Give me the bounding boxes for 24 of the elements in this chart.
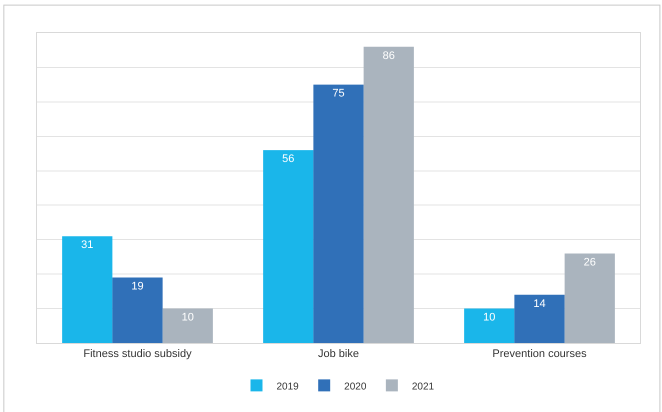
x-tick-label: Prevention courses <box>492 348 588 360</box>
bar <box>263 150 314 343</box>
x-tick-label: Fitness studio subsidy <box>83 348 192 360</box>
bar <box>162 308 213 343</box>
data-label: 31 <box>81 239 94 252</box>
data-label: 19 <box>131 280 144 293</box>
data-label: 56 <box>282 153 294 166</box>
legend-label: 2020 <box>344 381 367 392</box>
bar <box>112 278 163 343</box>
data-label: 14 <box>533 298 546 310</box>
bar <box>464 308 514 343</box>
legend-label: 2019 <box>276 381 300 392</box>
data-label: 10 <box>182 312 194 324</box>
bar <box>364 46 414 343</box>
data-label: 10 <box>483 312 496 324</box>
data-label: 75 <box>332 88 345 100</box>
data-label: 26 <box>584 256 596 268</box>
bar <box>564 253 615 343</box>
bar <box>313 84 364 343</box>
bar <box>62 236 112 343</box>
legend-label: 2021 <box>412 381 435 392</box>
x-tick-label: Job bike <box>318 348 359 360</box>
data-label: 86 <box>382 50 395 62</box>
bar <box>514 294 565 343</box>
